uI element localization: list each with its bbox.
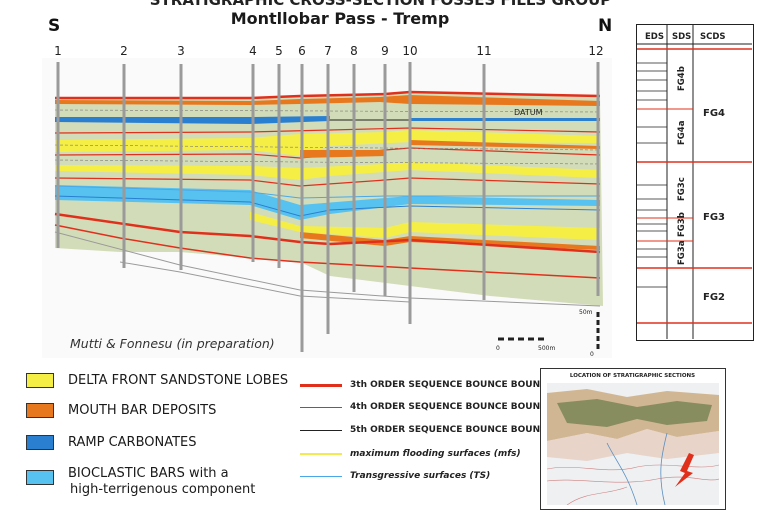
- top-title-partial: STRATIGRAPHIC CROSS-SECTION FOSSES FILLS…: [149, 0, 612, 9]
- mouth-bar-lower: [300, 232, 600, 250]
- mouth-bar-upper: [410, 140, 600, 149]
- scale-v0: 0: [590, 351, 594, 358]
- datum-label: DATUM: [514, 108, 543, 117]
- sds-fg4b: FG4b: [677, 66, 687, 91]
- legend-line-label-5th: 5th ORDER SEQUENCE BOUNCE BOUNDARY: [350, 425, 568, 435]
- column-chart: EDS SDS SCDS FG4b FG4a FG: [637, 25, 752, 339]
- section-number-1: 1: [54, 44, 62, 58]
- legend-label-bioclastic-wrap: BIOCLASTIC BARS with a high-terrigenous …: [68, 466, 255, 498]
- sds-fg4a: FG4a: [677, 120, 687, 145]
- direction-north: N: [598, 16, 613, 36]
- section-number-7: 7: [324, 44, 332, 58]
- legend-sandstone: DELTA FRONT SANDSTONE LOBES: [26, 373, 288, 389]
- section-number-8: 8: [350, 44, 358, 58]
- legend-label-sandstone: DELTA FRONT SANDSTONE LOBES: [68, 373, 289, 388]
- stratigraphic-column-panel: EDS SDS SCDS FG4b FG4a FG: [636, 24, 754, 341]
- legend-swatch-sandstone: [26, 373, 54, 388]
- section-number-2: 2: [120, 44, 128, 58]
- boundary-4th-order-1: [54, 127, 601, 134]
- map-title: LOCATION OF STRATIGRAPHIC SECTIONS: [569, 373, 696, 379]
- lower-envelope-line: [54, 231, 601, 307]
- cross-section-diagram: DATUM 0 500m 50m 0: [54, 62, 603, 358]
- section-number-6: 6: [298, 44, 306, 58]
- column-header-eds: EDS: [645, 32, 664, 42]
- transgressive-surface-2: [54, 185, 600, 199]
- mouth-bar-mid: [300, 150, 385, 158]
- legend-swatch-mouthbar: [26, 403, 54, 418]
- scale-vertical-label: 50m: [579, 309, 593, 316]
- ramp-carbonate-datum: [410, 118, 600, 121]
- legend-swatch-bioclastic: [26, 470, 54, 485]
- legend-line-label-4th: 4th ORDER SEQUENCE BOUNCE BOUNDARY: [350, 402, 568, 412]
- scale-h1: 500m: [538, 345, 555, 352]
- section-number-5: 5: [275, 44, 283, 58]
- section-number-11: 11: [476, 44, 492, 58]
- legend-line-3rd: 3th ORDER SEQUENCE BOUNCE BOUNDARY: [300, 380, 568, 390]
- column-header-sds: SDS: [672, 32, 691, 42]
- legend-bioclastic: BIOCLASTIC BARS with a high-terrigenous …: [26, 466, 255, 498]
- legend-line-swatch-5th: [300, 429, 342, 431]
- location-arrow-icon: [675, 453, 694, 487]
- sandstone-lobe-lower: [250, 212, 600, 240]
- legend-line-swatch-ts: [300, 475, 342, 477]
- legend-label-mouthbar: MOUTH BAR DEPOSITS: [68, 403, 217, 418]
- lower-envelope-line-2: [119, 261, 411, 303]
- legend-line-4th: 4th ORDER SEQUENCE BOUNCE BOUNDARY: [300, 402, 568, 412]
- section-number-12: 12: [588, 44, 604, 58]
- legend-swatch-ramp: [26, 435, 54, 450]
- location-map-panel: LOCATION OF STRATIGRAPHIC SECTIONS: [540, 368, 726, 510]
- scds-fg3: FG3: [703, 212, 725, 223]
- scds-fg2: FG2: [703, 292, 725, 303]
- boundary-4th-order-3: [54, 177, 601, 187]
- sds-fg3b: FG3b: [677, 212, 687, 237]
- author-credit: Mutti & Fonnesu (in preparation): [70, 336, 275, 351]
- sds-fg3c: FG3c: [677, 177, 687, 201]
- legend-line-ts: Transgressive surfaces (TS): [300, 471, 490, 481]
- legend-label-bioclastic-2: high-terrigenous component: [70, 482, 256, 497]
- bioclastic-bars-lower: [55, 185, 600, 220]
- direction-south: S: [48, 16, 61, 36]
- legend-line-label-ts: Transgressive surfaces (TS): [350, 471, 491, 481]
- legend-line-label-3rd: 3th ORDER SEQUENCE BOUNCE BOUNDARY: [350, 380, 568, 390]
- scds-fg4: FG4: [703, 108, 725, 119]
- column-header-scds: SCDS: [700, 32, 726, 42]
- legend-line-label-mfs: maximum flooding surfaces (mfs): [350, 449, 521, 459]
- legend-line-5th: 5th ORDER SEQUENCE BOUNCE BOUNDARY: [300, 425, 568, 435]
- legend-line-swatch-3rd: [300, 383, 342, 387]
- section-number-9: 9: [381, 44, 389, 58]
- mfs-line-3: [54, 159, 601, 165]
- transgressive-surface-1: [54, 195, 601, 217]
- section-number-10: 10: [402, 44, 418, 58]
- location-map: [547, 383, 719, 505]
- legend-label-ramp: RAMP CARBONATES: [68, 435, 197, 450]
- scale-h0: 0: [496, 345, 500, 352]
- section-logs: [56, 62, 600, 352]
- legend-line-mfs: maximum flooding surfaces (mfs): [300, 449, 521, 459]
- section-number-4: 4: [249, 44, 257, 58]
- sds-fg3a: FG3a: [677, 240, 687, 265]
- legend-label-bioclastic: BIOCLASTIC BARS with a: [68, 466, 229, 481]
- legend-ramp: RAMP CARBONATES: [26, 435, 197, 451]
- legend-mouthbar: MOUTH BAR DEPOSITS: [26, 403, 216, 419]
- boundary-3rd-order-top: [55, 90, 601, 100]
- page-title: Montllobar Pass - Tremp: [230, 9, 450, 28]
- legend-line-swatch-mfs: [300, 453, 342, 455]
- legend-line-swatch-4th: [300, 406, 342, 408]
- section-number-3: 3: [177, 44, 185, 58]
